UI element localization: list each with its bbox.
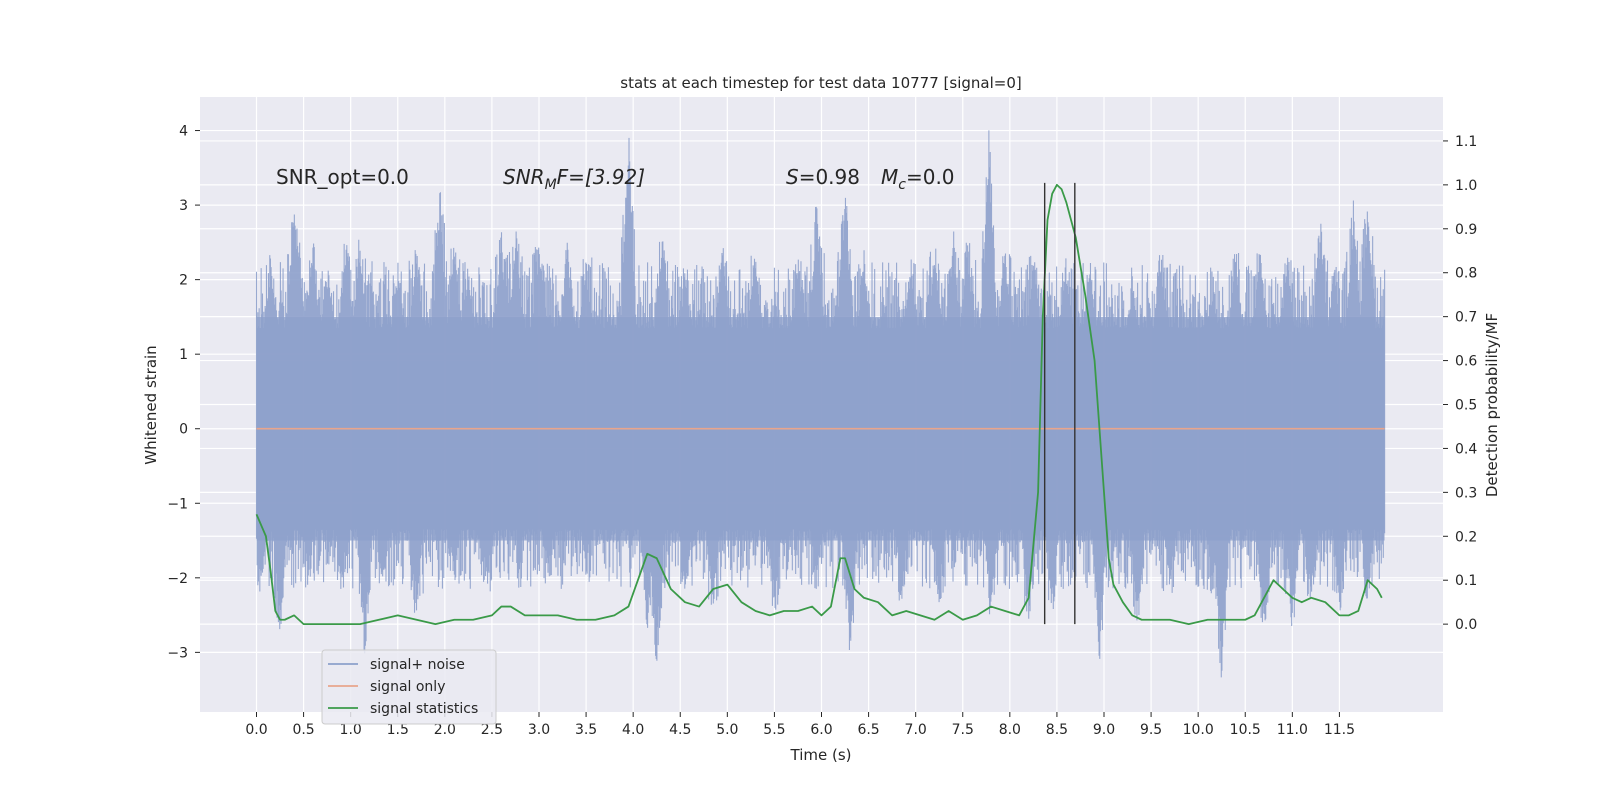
detection-markers xyxy=(1043,182,1076,625)
x-tick-label: 10.5 xyxy=(1230,722,1261,738)
annotation-snr-mf: SNRMF=[3.92] xyxy=(503,165,645,193)
legend-label-noise: signal+ noise xyxy=(370,657,465,673)
y-right-tick-label: 0.3 xyxy=(1455,485,1477,501)
legend-label-stat: signal statistics xyxy=(370,701,478,717)
legend-box xyxy=(321,649,497,725)
y-tick-label: 0 xyxy=(179,422,188,438)
annotation-mc-var: M xyxy=(881,165,898,189)
x-tick-label: 3.5 xyxy=(575,722,597,738)
x-tick-label: 5.0 xyxy=(716,722,738,738)
y-right-tick-label: 1.0 xyxy=(1455,178,1477,194)
legend: signal+ noise signal only signal statist… xyxy=(321,649,497,725)
signal-statistics-line xyxy=(255,183,1383,626)
y-right-tick-label: 1.1 xyxy=(1455,134,1477,150)
x-tick-label: 4.5 xyxy=(669,722,691,738)
x-tick-label: 6.0 xyxy=(810,722,832,738)
y-tick-label: 3 xyxy=(179,198,188,214)
noise-trace xyxy=(255,130,1386,678)
y-right-tick-label: 0.4 xyxy=(1455,441,1477,457)
x-tick-label: 6.5 xyxy=(857,722,879,738)
x-tick-label: 2.5 xyxy=(481,722,503,738)
x-tick-label: 4.0 xyxy=(622,722,644,738)
annotation-snr-opt: SNR_opt=0.0 xyxy=(276,165,409,189)
y-tick-label: 4 xyxy=(179,124,188,140)
chart-title: stats at each timestep for test data 107… xyxy=(620,74,1021,92)
annotation-mc: Mc=0.0 xyxy=(881,165,955,193)
y-tick-label: −3 xyxy=(167,645,188,661)
legend-label-signal: signal only xyxy=(370,679,445,695)
x-tick-label: 1.0 xyxy=(340,722,362,738)
y-right-tick-label: 0.5 xyxy=(1455,398,1477,414)
y-axis-right-title: Detection probability/MF xyxy=(1483,313,1501,497)
annotation-snr-mf-main: SNR xyxy=(503,165,545,189)
series-layer xyxy=(255,130,1386,678)
y-right-tick-label: 0.2 xyxy=(1455,529,1477,545)
y-tick-label: 1 xyxy=(179,347,188,363)
y-right-tick-label: 0.7 xyxy=(1455,310,1477,326)
y-tick-label: −1 xyxy=(167,496,188,512)
x-tick-label: 1.5 xyxy=(387,722,409,738)
x-tick-label: 2.0 xyxy=(434,722,456,738)
x-tick-label: 11.5 xyxy=(1324,722,1355,738)
y-right-tick-label: 0.0 xyxy=(1455,617,1477,633)
x-tick-label: 5.5 xyxy=(763,722,785,738)
tick-layer: 0.0 0.5 1.0 1.5 2.0 2.5 3.0 3.5 4.0 4.5 5.0 5.5 6.0 6… xyxy=(167,124,1477,738)
y-right-tick-label: 0.8 xyxy=(1455,266,1477,282)
annotation-s: S=0.98 xyxy=(786,165,860,189)
x-tick-label: 11.0 xyxy=(1277,722,1308,738)
x-tick-label: 3.0 xyxy=(528,722,550,738)
y-right-tick-label: 0.9 xyxy=(1455,222,1477,238)
x-tick-label: 10.0 xyxy=(1183,722,1214,738)
annotation-mc-val: =0.0 xyxy=(906,165,955,189)
y-right-tick-label: 0.1 xyxy=(1455,573,1477,589)
y-tick-label: 2 xyxy=(179,273,188,289)
x-tick-label: 7.0 xyxy=(905,722,927,738)
y-axis-title: Whitened strain xyxy=(142,345,160,464)
x-axis-title: Time (s) xyxy=(790,746,852,764)
x-tick-label: 9.5 xyxy=(1140,722,1162,738)
x-tick-label: 7.5 xyxy=(952,722,974,738)
annotation-s-val: =0.98 xyxy=(799,165,860,189)
x-tick-label: 9.0 xyxy=(1093,722,1115,738)
annotation-s-var: S xyxy=(786,165,799,189)
y-right-tick-label: 0.6 xyxy=(1455,354,1477,370)
y-tick-label: −2 xyxy=(167,571,188,587)
annotation-snr-mf-rest: F=[3.92] xyxy=(557,165,645,189)
x-tick-label: 8.0 xyxy=(999,722,1021,738)
x-tick-label: 8.5 xyxy=(1046,722,1068,738)
annotation-snr-mf-sub: M xyxy=(545,177,557,193)
annotation-mc-sub: c xyxy=(898,177,906,193)
x-tick-label: 0.5 xyxy=(292,722,314,738)
x-tick-label: 0.0 xyxy=(245,722,267,738)
